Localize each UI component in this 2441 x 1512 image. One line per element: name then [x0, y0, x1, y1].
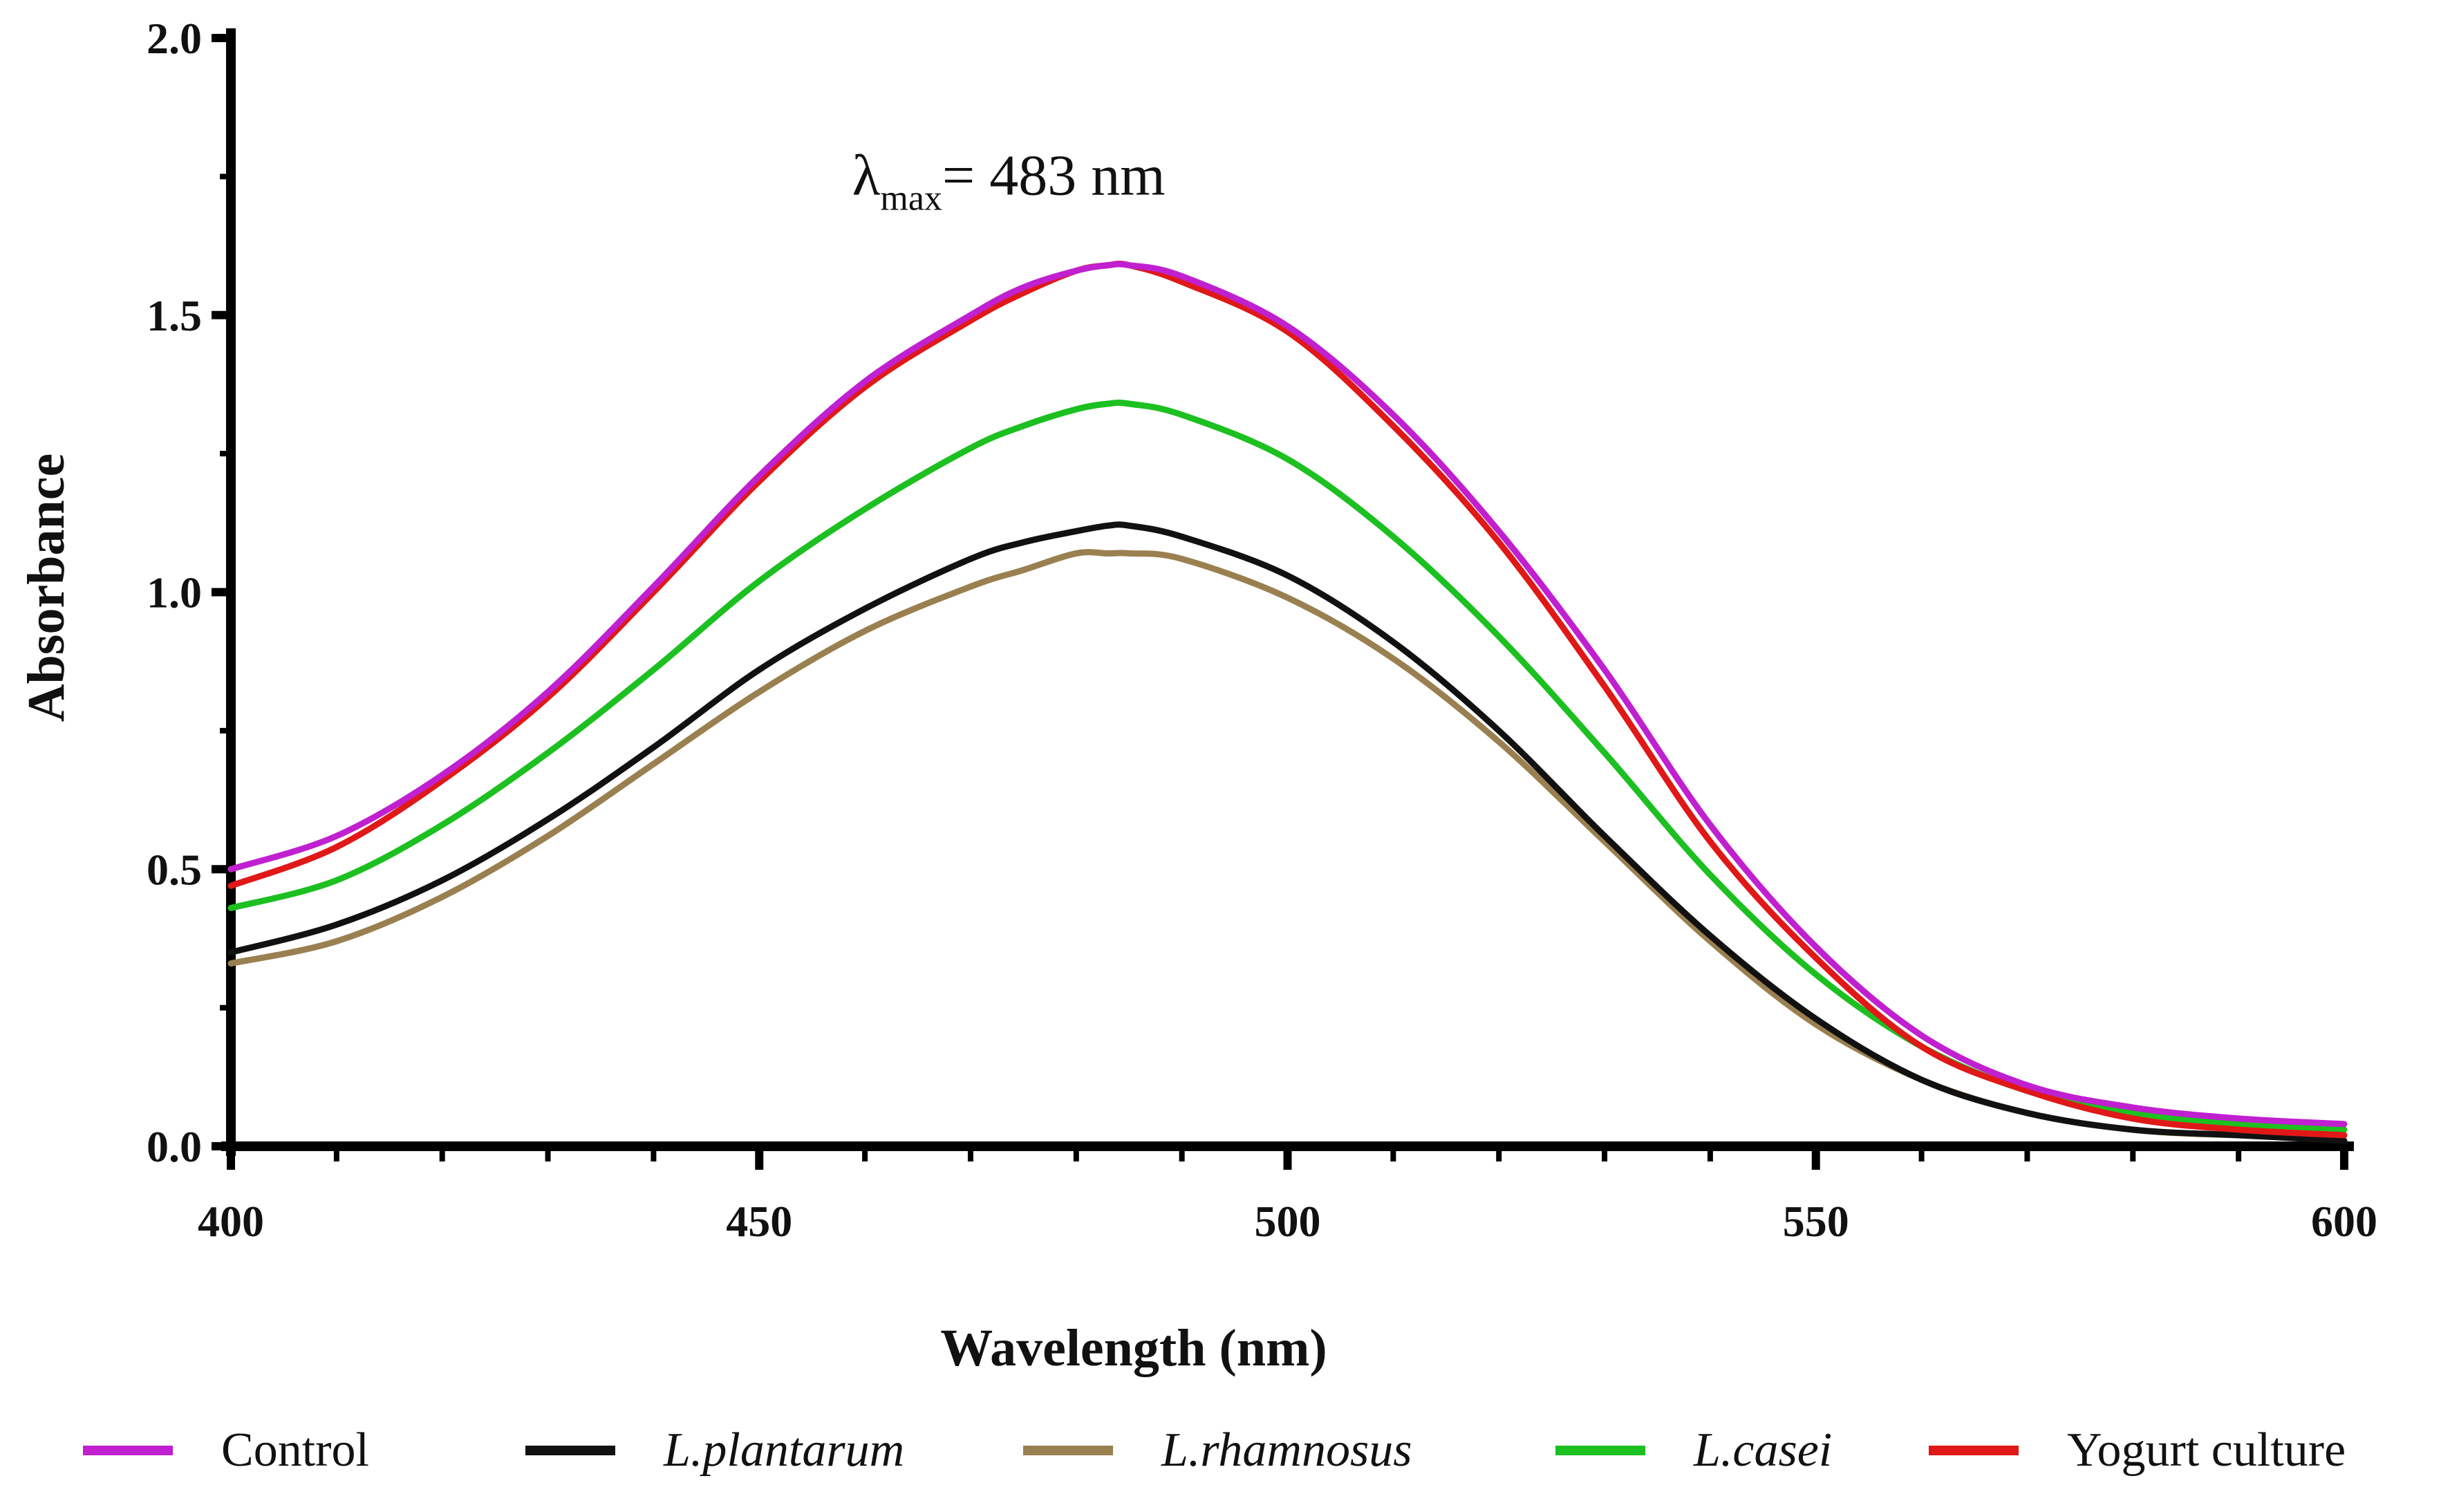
legend-label: L.rhamnosus [1161, 1424, 1412, 1477]
y-tick-label: 0.0 [147, 1122, 202, 1171]
x-tick-label: 450 [726, 1197, 792, 1246]
x-ticks: 400 450 500 550 600 [198, 1146, 2377, 1246]
legend: Control L.plantarum L.rhamnosus L.casei Yogu… [83, 1424, 2346, 1477]
y-ticks: 0.0 0.5 1.0 1.5 2.0 [147, 14, 231, 1171]
series-line-control [227, 261, 2348, 1128]
lambda-value: = 483 nm [942, 143, 1166, 207]
y-tick-label: 1.5 [147, 291, 202, 340]
axes [221, 28, 2354, 1156]
legend-label: L.plantarum [663, 1424, 904, 1477]
x-tick-label: 400 [198, 1197, 264, 1246]
x-tick-label: 600 [2311, 1197, 2377, 1246]
legend-label: Control [221, 1424, 369, 1477]
series-line-l-plantarum [227, 521, 2348, 1144]
series-lines [227, 261, 2348, 1144]
y-tick-label: 0.5 [147, 845, 202, 894]
legend-label: Yogurt culture [2067, 1424, 2346, 1477]
x-tick-label: 550 [1783, 1197, 1849, 1246]
y-tick-label: 2.0 [147, 14, 202, 63]
series-line-yogurt-culture [227, 261, 2348, 1139]
lambda-symbol: λ [852, 143, 881, 207]
lambda-max-annotation: λmax= 483 nm [852, 143, 1166, 218]
series-line-l-casei [227, 399, 2348, 1133]
y-tick-label: 1.0 [147, 568, 202, 617]
x-axis-title: Wavelength (nm) [940, 1319, 1327, 1377]
lambda-subscript: max [880, 178, 942, 218]
x-tick-label: 500 [1255, 1197, 1321, 1246]
series-line-l-rhamnosus [227, 549, 2348, 1139]
legend-label: L.casei [1693, 1424, 1832, 1477]
y-axis-title: Absorbance [17, 454, 75, 722]
